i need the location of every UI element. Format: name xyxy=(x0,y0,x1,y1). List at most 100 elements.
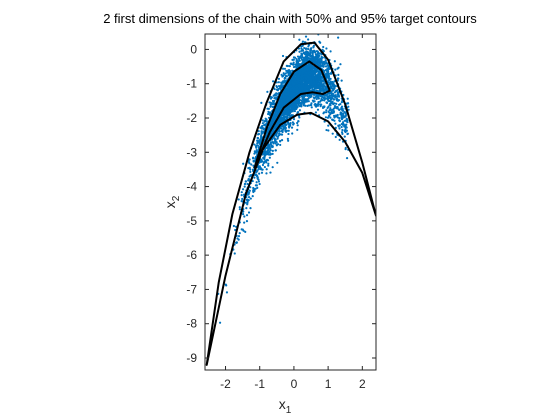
chain-sample-point xyxy=(339,63,342,66)
chain-sample-point xyxy=(243,215,246,218)
chain-sample-point xyxy=(283,79,286,82)
chain-sample-point xyxy=(257,132,261,136)
chain-sample-point xyxy=(325,109,328,112)
chain-sample-point xyxy=(297,75,301,79)
chain-sample-point xyxy=(280,133,284,136)
chain-sample-point xyxy=(243,221,246,224)
chain-sample-point xyxy=(240,194,243,197)
chain-sample-point xyxy=(244,230,247,233)
chain-sample-point xyxy=(305,47,308,50)
chain-sample-point xyxy=(343,119,346,122)
chain-sample-point xyxy=(300,57,303,60)
chain-sample-point xyxy=(312,100,315,103)
chain-sample-point xyxy=(322,88,325,91)
chain-sample-point xyxy=(328,78,331,81)
chain-sample-point xyxy=(340,79,343,82)
chain-sample-point xyxy=(264,123,267,126)
chain-sample-point xyxy=(319,72,322,75)
chain-sample-point xyxy=(288,65,291,68)
chain-sample-point xyxy=(261,119,264,122)
chain-sample-point xyxy=(275,86,279,89)
chain-sample-point xyxy=(248,158,251,161)
chain-sample-point xyxy=(344,115,347,118)
chain-sample-point xyxy=(311,85,315,88)
chain-sample-point xyxy=(340,122,343,126)
chain-sample-point xyxy=(270,96,274,99)
chain-sample-point xyxy=(326,71,330,74)
chain-sample-point xyxy=(266,90,269,93)
chain-sample-point xyxy=(331,80,334,84)
chain-sample-point xyxy=(254,155,258,159)
chain-sample-point xyxy=(315,103,318,107)
chain-sample-point xyxy=(328,104,332,107)
chain-sample-point xyxy=(269,171,272,174)
chain-sample-point xyxy=(252,156,255,159)
chain-sample-point xyxy=(290,91,293,95)
chain-sample-point xyxy=(317,63,320,67)
chain-sample-point xyxy=(305,74,308,77)
chain-sample-point xyxy=(303,46,306,50)
chain-sample-point xyxy=(313,80,316,83)
chain-sample-point xyxy=(285,89,288,92)
chain-sample-point xyxy=(283,96,286,100)
chain-sample-point xyxy=(331,132,334,135)
chain-sample-point xyxy=(294,104,297,107)
chain-sample-point xyxy=(268,156,271,159)
chain-sample-point xyxy=(329,72,332,75)
chain-sample-point xyxy=(263,165,267,169)
chain-sample-point xyxy=(289,82,292,85)
chain-sample-point xyxy=(269,147,272,150)
chain-sample-point xyxy=(246,199,249,202)
chain-sample-point xyxy=(277,109,280,113)
chain-sample-point xyxy=(344,146,347,150)
chain-sample-point xyxy=(330,94,333,97)
chain-sample-point xyxy=(342,122,345,126)
chain-sample-point xyxy=(284,124,287,128)
chain-sample-point xyxy=(287,122,290,125)
chain-sample-point xyxy=(291,132,294,135)
chain-sample-point xyxy=(237,234,241,238)
chain-sample-point xyxy=(225,291,229,294)
chain-sample-point xyxy=(263,154,266,157)
chain-sample-point xyxy=(242,229,245,232)
chain-sample-point xyxy=(256,139,259,142)
chain-sample-point xyxy=(270,121,273,124)
chain-sample-point xyxy=(283,113,287,116)
chain-sample-point xyxy=(252,188,255,191)
chain-sample-point xyxy=(268,153,272,156)
chain-sample-point xyxy=(295,61,298,65)
chain-sample-point xyxy=(316,108,320,111)
chain-sample-point xyxy=(330,110,333,113)
chain-sample-point xyxy=(297,85,301,88)
chain-sample-point xyxy=(301,74,304,77)
chain-sample-point xyxy=(269,103,272,106)
chain-sample-point xyxy=(347,102,350,105)
chain-sample-point xyxy=(247,196,251,199)
chain-sample-point xyxy=(319,57,322,60)
chain-sample-point xyxy=(279,85,282,88)
chain-sample-point xyxy=(248,162,251,165)
chain-sample-point xyxy=(273,93,276,97)
chain-sample-point xyxy=(303,80,306,84)
chain-sample-point xyxy=(287,139,290,142)
chain-sample-point xyxy=(281,75,284,78)
chain-sample-point xyxy=(288,112,292,115)
chain-sample-point xyxy=(300,84,303,87)
y-tick-label: -5 xyxy=(186,214,197,228)
chain-sample-point xyxy=(341,121,345,124)
chain-sample-point xyxy=(288,69,292,73)
chain-sample-point xyxy=(290,86,294,90)
chain-sample-point xyxy=(244,201,247,204)
chain-sample-point xyxy=(314,77,318,80)
chain-sample-point xyxy=(282,116,285,119)
chain-sample-point xyxy=(335,115,338,118)
chain-sample-point xyxy=(314,96,317,99)
chain-sample-point xyxy=(318,52,321,55)
chain-sample-point xyxy=(282,94,285,97)
chain-sample-point xyxy=(323,111,326,114)
chain-sample-point xyxy=(338,117,341,120)
chain-sample-point xyxy=(311,74,314,78)
chain-sample-point xyxy=(306,104,309,107)
scatter-points xyxy=(217,34,350,324)
chain-sample-point xyxy=(300,99,303,102)
